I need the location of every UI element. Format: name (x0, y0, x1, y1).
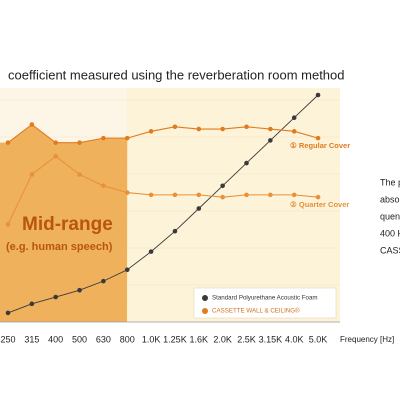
x-tick-label: 3.15K (259, 334, 283, 344)
x-axis-label: Frequency [Hz] (340, 335, 394, 344)
data-point (220, 194, 225, 200)
legend-swatch (202, 295, 208, 301)
legend-box (193, 287, 337, 319)
x-tick-label: 1.6K (190, 334, 209, 344)
data-point (29, 172, 35, 177)
data-point (220, 126, 225, 132)
band-sublabel: (e.g. human speech) (6, 241, 113, 253)
data-point (268, 138, 273, 143)
data-point (5, 222, 11, 227)
side-text: 400 H (380, 228, 400, 238)
x-tick-label: 315 (24, 334, 39, 344)
x-tick-label: 5.0K (309, 334, 328, 344)
data-point (196, 126, 202, 132)
data-point (172, 228, 178, 234)
data-point (268, 126, 273, 132)
x-tick-label: 800 (120, 334, 135, 344)
data-point (148, 192, 154, 198)
data-point (220, 183, 225, 189)
data-point (5, 310, 11, 316)
band-label: Mid-range (22, 214, 113, 235)
data-point (101, 183, 106, 189)
side-text: CASS (380, 245, 400, 255)
data-point (77, 172, 82, 177)
data-point (148, 129, 154, 134)
data-point (101, 278, 106, 284)
plot-background-light (127, 88, 340, 322)
data-point (53, 140, 58, 145)
data-point (244, 124, 249, 130)
x-tick-label: 1.0K (142, 334, 161, 344)
series-label: ① Regular Cover (290, 141, 350, 150)
data-point (315, 194, 321, 200)
x-tick-label: 400 (48, 334, 63, 344)
data-point (29, 122, 35, 127)
data-point (124, 267, 130, 273)
data-point (291, 192, 297, 198)
legend-label: CASSETTE WALL & CEILING® (212, 308, 300, 315)
data-point (291, 129, 297, 134)
series-line (7, 123, 319, 144)
side-text: The p (380, 177, 400, 187)
data-point (172, 124, 178, 130)
series-line (7, 155, 319, 225)
data-point (244, 160, 249, 166)
x-tick-label: 2.5K (237, 334, 256, 344)
data-point (244, 192, 249, 198)
data-point (196, 192, 202, 198)
data-point (268, 192, 273, 198)
side-text: quen (380, 211, 400, 221)
data-point (77, 287, 82, 293)
data-point (124, 135, 130, 141)
data-point (291, 115, 297, 120)
data-point (5, 140, 11, 145)
data-point (29, 301, 35, 307)
data-point (315, 92, 321, 98)
legend-swatch (202, 308, 208, 314)
x-tick-label: 4.0K (285, 334, 304, 344)
x-tick-label: 1.25K (163, 334, 187, 344)
data-point (148, 249, 154, 254)
data-point (196, 206, 202, 211)
data-point (172, 192, 178, 198)
legend-label: Standard Polyurethane Acoustic Foam (212, 295, 318, 302)
data-point (77, 140, 82, 145)
data-point (124, 190, 130, 195)
data-point (315, 135, 321, 141)
x-tick-label: 2.0K (213, 334, 232, 344)
data-point (53, 153, 58, 159)
chart-title: coefficient measured using the reverbera… (8, 67, 345, 82)
data-point (53, 294, 58, 300)
x-tick-label: 630 (96, 334, 111, 344)
series-label: ② Quarter Cover (290, 200, 349, 209)
x-tick-label: 250 (0, 334, 15, 344)
data-point (101, 135, 106, 141)
series-line (7, 94, 319, 314)
side-text: abso (380, 194, 400, 204)
x-tick-label: 500 (72, 334, 87, 344)
